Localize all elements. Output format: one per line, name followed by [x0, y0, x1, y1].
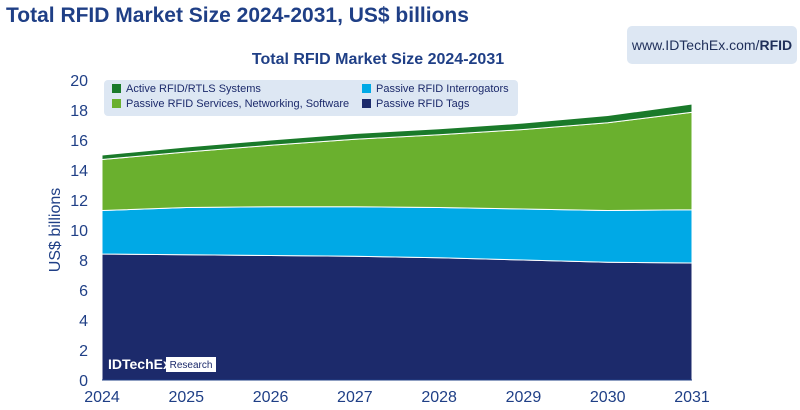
watermark-tag: Research: [170, 360, 213, 371]
watermark-brand: IDTechEx: [108, 356, 171, 372]
website-link[interactable]: www.IDTechEx.com/RFID: [627, 26, 797, 64]
y-tick-label: 12: [70, 193, 88, 210]
axes: 0 2 4 6 8 10 12 14 16 18 20 2024 2025 2026 2027 2028 202…: [70, 73, 710, 406]
y-tick-label: 14: [70, 163, 88, 180]
chart-title: Total RFID Market Size 2024-2031: [252, 51, 504, 68]
y-tick-label: 18: [70, 103, 88, 120]
area-passive-rfid-services-networking-software: [101, 111, 693, 212]
legend-background: [104, 80, 518, 116]
idtechex-research-watermark: IDTechEx Research: [108, 356, 216, 372]
legend-label-passive-rfid-services-networking-software: Passive RFID Services, Networking, Softw…: [126, 98, 349, 110]
y-tick-label: 20: [70, 73, 88, 90]
x-tick-label: 2026: [253, 389, 289, 406]
legend-label-passive-rfid-interrogators: Passive RFID Interrogators: [376, 83, 509, 95]
x-tick-label: 2029: [506, 389, 542, 406]
legend-label-active-rfid-rtls-systems: Active RFID/RTLS Systems: [126, 83, 261, 95]
x-tick-label: 2031: [674, 389, 710, 406]
area-active-rfid-rtls-systems: [101, 103, 693, 161]
legend-swatch-passive-rfid-tags: [362, 99, 371, 108]
y-tick-label: 2: [79, 343, 88, 360]
x-tick-label: 2030: [590, 389, 626, 406]
url-suffix: RFID: [759, 37, 793, 53]
y-tick-label: 8: [79, 253, 88, 270]
x-tick-label: 2028: [421, 389, 457, 406]
y-tick-label: 0: [79, 373, 88, 390]
x-tick-label: 2025: [168, 389, 204, 406]
area-layers: [101, 103, 693, 381]
legend: Active RFID/RTLS Systems Passive RFID Int…: [104, 80, 518, 116]
y-tick-label: 10: [70, 223, 88, 240]
url-prefix: www.IDTechEx.com/: [631, 37, 760, 53]
y-tick-label: 6: [79, 283, 88, 300]
legend-swatch-passive-rfid-interrogators: [362, 84, 371, 93]
x-tick-label: 2027: [337, 389, 373, 406]
legend-swatch-active-rfid-rtls-systems: [112, 84, 121, 93]
area-passive-rfid-interrogators: [101, 206, 693, 264]
watermark-tag-box: [166, 357, 216, 372]
x-tick-label: 2024: [84, 389, 120, 406]
page-title: Total RFID Market Size 2024-2031, US$ bi…: [6, 4, 469, 27]
y-axis-label: US$ billions: [47, 188, 64, 272]
legend-swatch-passive-rfid-services-networking-software: [112, 99, 121, 108]
legend-label-passive-rfid-tags: Passive RFID Tags: [376, 98, 470, 110]
y-tick-label: 16: [70, 133, 88, 150]
y-tick-label: 4: [79, 313, 88, 330]
